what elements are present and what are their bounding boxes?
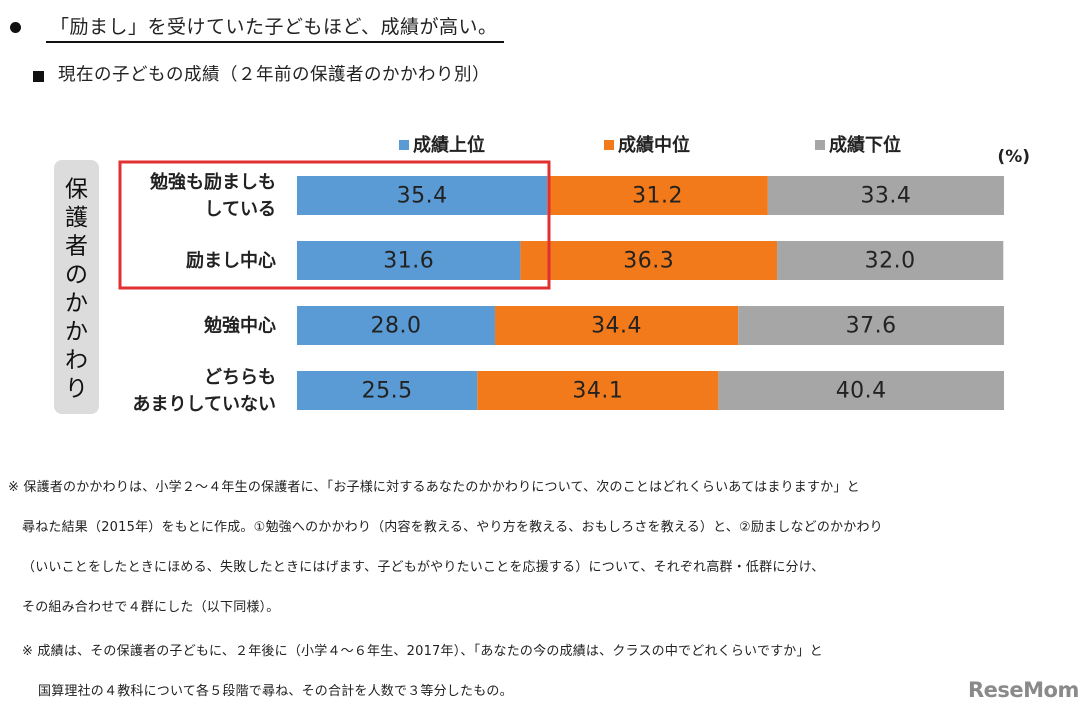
category-label-1-0: 励まし中心 <box>186 250 276 272</box>
bar-1-3 <box>477 371 719 410</box>
resemom-logo: ReseMom <box>968 678 1079 702</box>
bar-0-0 <box>297 176 548 215</box>
bar-value-label-2-0: 33.4 <box>860 184 911 209</box>
bar-2-2 <box>738 306 1004 345</box>
legend-label-0: 成績上位 <box>413 134 485 156</box>
bar-value-label-2-3: 40.4 <box>836 379 887 404</box>
legend-label-2: 成績下位 <box>829 134 901 156</box>
bar-value-label-0-1: 31.6 <box>383 249 434 274</box>
category-label-0-1: している <box>205 199 276 220</box>
bar-value-label-1-2: 34.4 <box>591 314 642 339</box>
headline: 「励まし」を受けていた子どもほど、成績が高い。 <box>46 14 504 43</box>
bar-2-3 <box>718 371 1004 410</box>
y-group-label-char: 護 <box>65 205 88 231</box>
footnote-line-3: （いいことをしたときにほめる、失敗したときにはげます、子どもがやりたいことを応援… <box>22 560 825 575</box>
legend-swatch-0 <box>399 140 409 150</box>
bar-1-0 <box>547 176 768 215</box>
y-group-label-char: り <box>65 376 88 402</box>
bar-value-label-2-1: 32.0 <box>865 249 916 274</box>
category-label-3-0: どちらも <box>204 367 276 388</box>
subtitle-bullet <box>33 71 44 82</box>
bar-1-1 <box>520 241 778 280</box>
y-group-label-char: か <box>65 291 88 317</box>
footnote-line-2: 尋ねた結果（2015年）をもとに作成。①勉強へのかかわり（内容を教える、やり方を… <box>22 520 883 535</box>
footnote-line-4: その組み合わせで４群にした（以下同様）。 <box>22 600 280 615</box>
y-group-label-char: の <box>65 262 88 288</box>
y-group-label-char: か <box>65 319 88 345</box>
footnote-line-1: ※ 保護者のかかわりは、小学２～４年生の保護者に、「お子様に対するあなたのかかわ… <box>8 480 860 495</box>
highlight-box <box>118 160 551 290</box>
bar-2-1 <box>777 241 1004 280</box>
bar-value-label-0-0: 35.4 <box>397 184 448 209</box>
bar-1-2 <box>494 306 739 345</box>
y-group-box <box>54 160 99 414</box>
bar-value-label-1-3: 34.1 <box>572 379 623 404</box>
category-label-3-1: あまりしていない <box>133 394 276 415</box>
footnote-line-5: ※ 成績は、その保護者の子どもに、２年後に（小学４～６年生、2017年）、「あな… <box>22 644 823 659</box>
bar-value-label-1-0: 31.2 <box>632 184 683 209</box>
bar-0-3 <box>297 371 478 410</box>
category-label-0-0: 勉強も励ましも <box>149 171 276 193</box>
legend-swatch-2 <box>815 140 825 150</box>
footnote-line-6: 国算理社の４教科について各５段階で尋ね、その合計を人数で３等分したもの。 <box>38 684 513 699</box>
bar-0-1 <box>297 241 521 280</box>
category-label-2-0: 勉強中心 <box>203 315 276 337</box>
bar-2-0 <box>767 176 1004 215</box>
legend-label-1: 成績中位 <box>618 134 690 156</box>
bar-value-label-2-2: 37.6 <box>846 314 897 339</box>
chart-subtitle: 現在の子どもの成績（２年前の保護者のかかわり別） <box>58 65 490 85</box>
y-group-label-char: 者 <box>65 234 88 260</box>
bar-0-2 <box>297 306 495 345</box>
percent-unit-label: (%) <box>997 147 1030 167</box>
y-group-label-char: わ <box>65 348 88 374</box>
y-group-label-char: 保 <box>65 177 88 203</box>
bar-value-label-0-2: 28.0 <box>370 314 421 339</box>
legend-swatch-1 <box>604 140 614 150</box>
headline-bullet <box>10 22 21 33</box>
bar-value-label-1-1: 36.3 <box>623 249 674 274</box>
bar-value-label-0-3: 25.5 <box>362 379 413 404</box>
